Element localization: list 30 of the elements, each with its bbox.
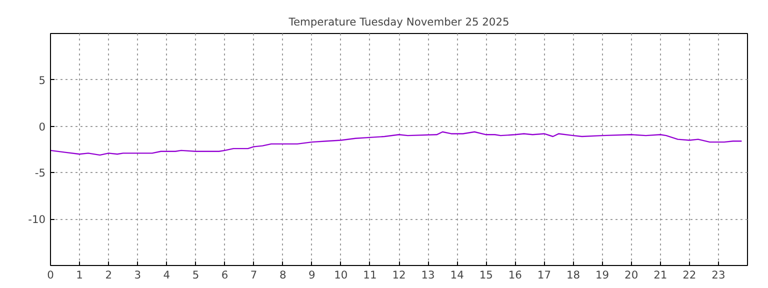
x-tick-label: 16 (508, 268, 522, 282)
x-tick-label: 18 (566, 268, 580, 282)
x-tick-label: 23 (712, 268, 726, 282)
y-tick-label: -5 (34, 166, 46, 180)
x-tick-label: 21 (654, 268, 668, 282)
y-tick-label: 0 (38, 120, 46, 134)
x-tick-label: 14 (450, 268, 464, 282)
x-tick-label: 1 (76, 268, 83, 282)
x-tick-label: 10 (334, 268, 348, 282)
y-tick-label: 5 (38, 74, 46, 87)
y-tick-label: -10 (28, 213, 46, 226)
x-tick-label: 13 (421, 268, 435, 282)
x-tick-label: 11 (363, 268, 377, 282)
x-tick-label: 7 (250, 268, 258, 282)
chart-title: Temperature Tuesday November 25 2025 (288, 16, 510, 28)
x-tick-label: 12 (392, 268, 406, 282)
x-tick-label: 4 (163, 268, 170, 282)
x-tick-label: 9 (308, 268, 316, 282)
x-tick-label: 20 (624, 268, 638, 282)
x-tick-label: 19 (596, 268, 610, 282)
x-tick-label: 17 (537, 268, 551, 282)
x-tick-label: 8 (279, 268, 286, 282)
line-series (50, 131, 742, 156)
x-tick-label: 0 (47, 268, 54, 282)
x-tick-label: 6 (221, 268, 228, 282)
x-tick-label: 2 (105, 268, 112, 282)
x-tick-label: 22 (682, 268, 696, 282)
x-tick-label: 15 (479, 268, 493, 282)
x-tick-label: 3 (134, 268, 142, 282)
x-tick-label: 5 (192, 268, 200, 282)
